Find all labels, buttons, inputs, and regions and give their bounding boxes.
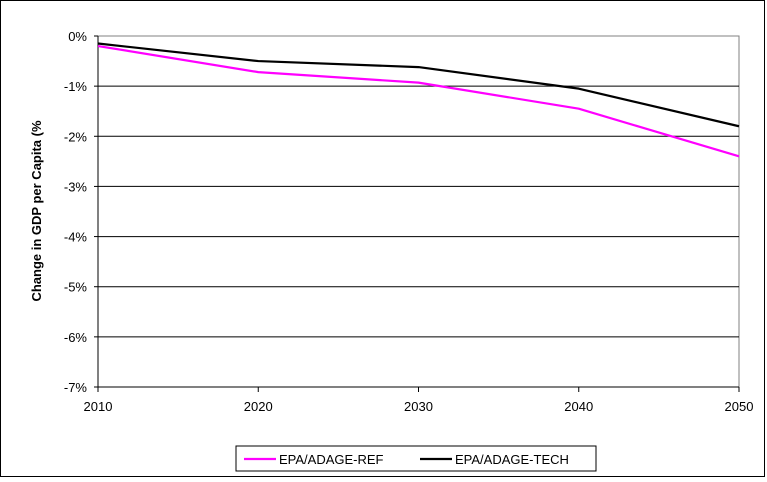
series	[97, 42, 740, 158]
x-tick-label: 2030	[404, 399, 433, 414]
y-tick-label: -3%	[64, 179, 88, 194]
plot-area	[97, 35, 740, 388]
y-tick-label: -2%	[64, 129, 88, 144]
y-tick-label: 0%	[68, 29, 87, 44]
x-tick-label: 2040	[564, 399, 593, 414]
legend-label: EPA/ADAGE-REF	[279, 452, 384, 467]
y-tick-label: -6%	[64, 330, 88, 345]
series-line-epa-adage-ref	[97, 44, 740, 158]
legend: EPA/ADAGE-REF EPA/ADAGE-TECH	[235, 445, 597, 472]
axes: 0% -1% -2% -3% -4% -5% -6% -7% 2010 2020 2030 2040 2…	[64, 29, 754, 414]
x-tick-label: 2020	[244, 399, 273, 414]
legend-label: EPA/ADAGE-TECH	[455, 452, 569, 467]
gridlines	[98, 85, 739, 338]
y-tick-label: -5%	[64, 280, 88, 295]
legend-box	[235, 445, 597, 472]
x-tick-label: 2050	[725, 399, 754, 414]
x-tick-label: 2010	[84, 399, 113, 414]
series-line-epa-adage-tech	[97, 42, 740, 128]
y-tick-label: -7%	[64, 380, 88, 395]
y-axis-label: Change in GDP per Capita (%	[29, 120, 44, 302]
y-tick-label: -4%	[64, 230, 88, 245]
y-tick-label: -1%	[64, 79, 88, 94]
